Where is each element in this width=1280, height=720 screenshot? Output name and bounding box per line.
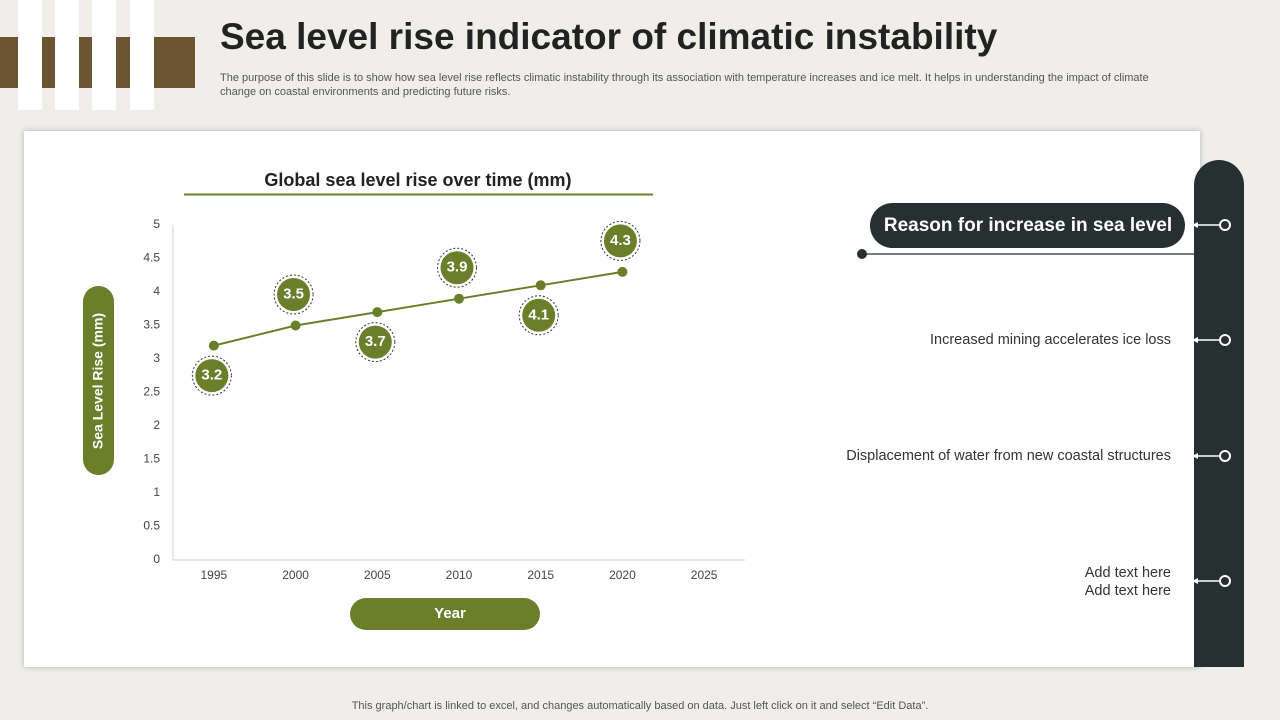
y-tick-label: 3 [153, 351, 160, 365]
x-tick-label: 2010 [446, 568, 473, 582]
y-tick-label: 5 [153, 217, 160, 231]
connector-dot [857, 249, 867, 259]
x-tick-label: 1995 [201, 568, 228, 582]
y-tick-label: 2 [153, 418, 160, 432]
y-tick-label: 4 [153, 284, 160, 298]
y-label-pill [83, 286, 114, 475]
label-ring [518, 295, 559, 336]
decor-bar [130, 0, 154, 110]
data-point [617, 266, 628, 277]
data-label: 3.5 [283, 285, 304, 302]
data-point [208, 340, 219, 351]
y-tick-label: 0 [153, 552, 160, 566]
side-bar [1194, 160, 1244, 667]
data-label: 4.3 [610, 232, 631, 249]
data-label: 3.2 [201, 367, 222, 384]
data-label: 3.9 [447, 259, 468, 276]
label-badge [522, 298, 556, 332]
x-tick-label: 2015 [527, 568, 554, 582]
reason-item: Displacement of water from new coastal s… [846, 448, 1171, 464]
connector-end [1219, 334, 1231, 346]
connector-end [1219, 219, 1231, 231]
x-label-pill [350, 598, 540, 630]
y-tick-label: 1 [153, 485, 160, 499]
label-badge [195, 359, 229, 393]
reason-heading-pill [870, 203, 1185, 248]
label-badge [277, 278, 311, 311]
x-tick-label: 2005 [364, 568, 391, 582]
arrow-head [1192, 578, 1198, 584]
label-ring [355, 322, 396, 363]
arrow-head [1192, 222, 1198, 228]
decor-bar [55, 0, 79, 110]
y-tick-label: 0.5 [143, 519, 160, 533]
connector-end [1219, 450, 1231, 462]
y-tick-label: 3.5 [143, 318, 160, 332]
reason-item: Add text here [1085, 583, 1171, 599]
label-ring [600, 220, 641, 261]
label-ring [273, 274, 314, 315]
y-axis-label: Sea Level Rise (mm) [90, 313, 106, 449]
data-point [290, 320, 301, 331]
connector-end [1219, 575, 1231, 587]
x-axis-label: Year [434, 605, 466, 622]
reason-item: Add text here [1085, 565, 1171, 581]
footer-note: This graph/chart is linked to excel, and… [352, 700, 929, 712]
label-badge [358, 325, 392, 359]
x-tick-label: 2020 [609, 568, 636, 582]
arrow-head [1192, 453, 1198, 459]
slide-description: change on coastal environments and predi… [220, 86, 510, 98]
slide-title: Sea level rise indicator of climatic ins… [220, 16, 998, 57]
y-tick-label: 2.5 [143, 385, 160, 399]
label-badge [440, 251, 474, 285]
data-label: 3.7 [365, 333, 386, 350]
decor-bar [92, 0, 116, 110]
chart-title: Global sea level rise over time (mm) [264, 170, 571, 190]
slide-description: The purpose of this slide is to show how… [220, 72, 1149, 84]
y-tick-label: 4.5 [143, 251, 160, 265]
label-ring [437, 247, 477, 288]
data-point [372, 307, 383, 318]
x-tick-label: 2025 [691, 568, 718, 582]
arrow-head [1192, 337, 1198, 343]
series-line [213, 270, 623, 347]
reason-item: Increased mining accelerates ice loss [930, 332, 1171, 348]
label-ring [191, 355, 232, 396]
data-point [454, 293, 464, 304]
label-badge [603, 224, 637, 258]
reason-heading: Reason for increase in sea level [884, 215, 1172, 236]
data-point [535, 280, 546, 291]
decor-bar [18, 0, 42, 110]
y-tick-label: 1.5 [143, 452, 160, 466]
data-label: 4.1 [528, 306, 549, 323]
x-tick-label: 2000 [282, 568, 309, 582]
